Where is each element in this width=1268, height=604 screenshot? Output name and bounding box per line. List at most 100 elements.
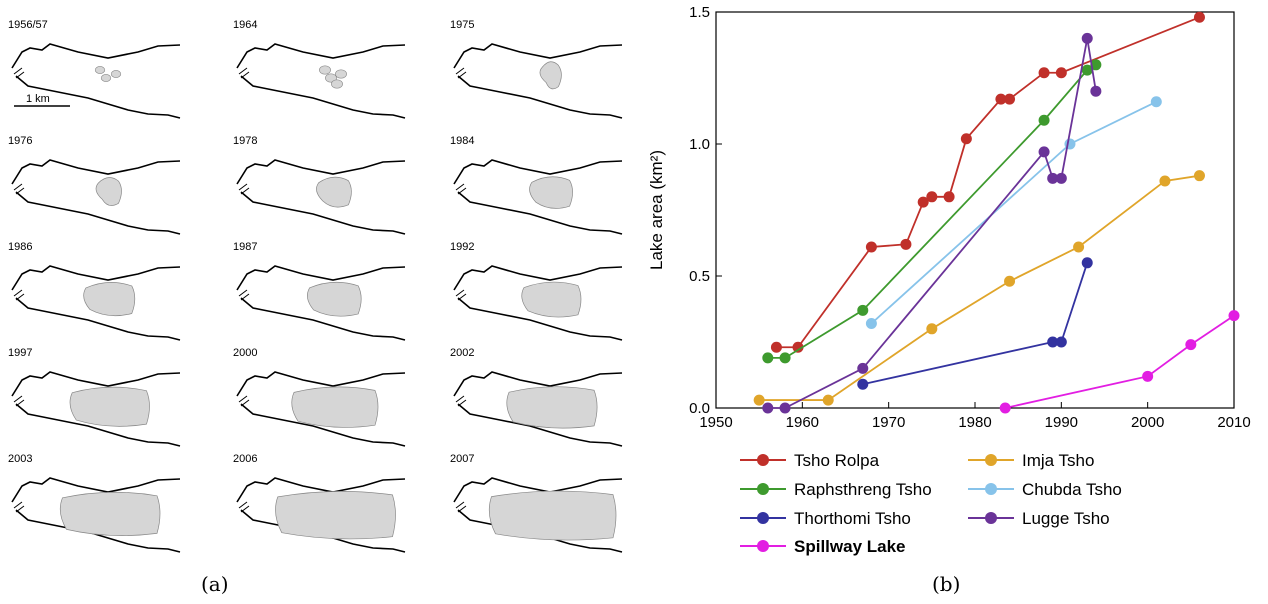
series-line xyxy=(1005,314,1235,409)
valley-south-edge xyxy=(15,403,181,447)
x-tick-label: 2000 xyxy=(1131,414,1164,431)
data-point xyxy=(926,323,938,335)
terminus-marks xyxy=(238,183,250,195)
map-year-label: 1986 xyxy=(8,241,32,253)
legend-entry: Spillway Lake xyxy=(740,537,906,556)
data-point xyxy=(1038,114,1050,126)
map-year-label: 2003 xyxy=(8,453,32,465)
terminus-marks xyxy=(455,67,467,79)
map-year-label: 1997 xyxy=(8,347,32,359)
data-point xyxy=(1142,370,1154,382)
data-point xyxy=(753,394,765,406)
data-point xyxy=(1090,85,1102,97)
data-point xyxy=(1004,93,1016,105)
data-point xyxy=(900,238,912,250)
map-year-label: 1987 xyxy=(233,241,257,253)
glacier-lake-maps-panel: 1956/57 1 km 1964 1975 1976 1978 1984 1986 1987 1… xyxy=(8,19,623,553)
data-point xyxy=(1055,172,1067,184)
series-line xyxy=(759,174,1200,401)
lake-map: 1987 xyxy=(233,241,406,341)
lake-map: 1978 xyxy=(233,135,406,235)
data-point xyxy=(1047,172,1059,184)
data-point xyxy=(1193,170,1205,182)
legend-label: Chubda Tsho xyxy=(1022,480,1122,499)
valley-north-edge xyxy=(236,159,406,185)
legend-entry: Thorthomi Tsho xyxy=(740,509,911,528)
map-year-label: 1992 xyxy=(450,241,474,253)
lake-pond xyxy=(100,74,112,82)
data-point xyxy=(1081,257,1093,269)
data-point xyxy=(762,352,774,364)
valley-south-edge xyxy=(15,509,181,553)
legend-marker xyxy=(757,540,769,552)
lake-map: 1986 xyxy=(8,241,181,341)
valley-south-edge xyxy=(15,75,181,119)
series-line xyxy=(870,100,1157,325)
lake-extent xyxy=(95,177,122,206)
series-spillway-lake xyxy=(999,310,1240,414)
map-year-label: 2000 xyxy=(233,347,257,359)
series-raphsthreng-tsho xyxy=(762,59,1102,364)
lake-extent xyxy=(529,176,573,209)
lake-extent xyxy=(521,281,582,318)
data-point xyxy=(1055,336,1067,348)
x-tick-label: 1980 xyxy=(958,414,991,431)
terminus-marks xyxy=(455,183,467,195)
series-lugge-tsho xyxy=(762,32,1102,414)
lake-map: 1976 xyxy=(8,135,181,235)
data-point xyxy=(1150,96,1162,108)
y-tick-label: 1.5 xyxy=(689,4,710,21)
lake-map: 2007 xyxy=(450,453,623,553)
data-point xyxy=(1047,336,1059,348)
legend-marker xyxy=(985,512,997,524)
valley-north-edge xyxy=(11,43,181,69)
map-year-label: 1976 xyxy=(8,135,32,147)
data-point xyxy=(822,394,834,406)
terminus-marks xyxy=(455,395,467,407)
terminus-marks xyxy=(238,67,250,79)
data-point xyxy=(1038,146,1050,158)
legend-label: Lugge Tsho xyxy=(1022,509,1110,528)
data-point xyxy=(1073,241,1085,253)
data-point xyxy=(1004,275,1016,287)
legend-label: Tsho Rolpa xyxy=(794,451,880,470)
lake-map: 1975 xyxy=(450,19,623,119)
lake-pond xyxy=(331,79,343,89)
valley-south-edge xyxy=(15,191,181,235)
terminus-marks xyxy=(13,183,25,195)
data-point xyxy=(857,362,869,374)
legend-entry: Raphsthreng Tsho xyxy=(740,480,932,499)
data-point xyxy=(779,402,791,414)
data-point xyxy=(917,196,929,208)
legend-entry: Lugge Tsho xyxy=(968,509,1110,528)
x-tick-label: 1970 xyxy=(872,414,905,431)
valley-south-edge xyxy=(240,297,406,341)
lake-pond xyxy=(319,65,331,75)
lake-pond xyxy=(335,69,347,79)
lake-map: 1992 xyxy=(450,241,623,341)
series-line xyxy=(767,38,1097,409)
valley-north-edge xyxy=(453,371,623,397)
valley-north-edge xyxy=(11,159,181,185)
data-point xyxy=(857,378,869,390)
map-year-label: 1964 xyxy=(233,19,257,31)
terminus-marks xyxy=(13,395,25,407)
series-tsho-rolpa xyxy=(770,11,1205,353)
x-tick-label: 1990 xyxy=(1045,414,1078,431)
lake-map: 2006 xyxy=(233,453,406,553)
y-tick-label: 0.5 xyxy=(689,268,710,285)
lake-pond xyxy=(94,66,106,74)
terminus-marks xyxy=(455,501,467,513)
panel-a-caption: (a) xyxy=(201,572,229,596)
map-year-label: 1978 xyxy=(233,135,257,147)
data-point xyxy=(792,341,804,353)
lake-extent xyxy=(506,386,598,429)
valley-north-edge xyxy=(453,265,623,291)
map-year-label: 1984 xyxy=(450,135,474,147)
lake-map: 1964 xyxy=(233,19,406,119)
series-line xyxy=(767,64,1097,359)
legend-entry: Chubda Tsho xyxy=(968,480,1122,499)
map-year-label: 2006 xyxy=(233,453,257,465)
valley-north-edge xyxy=(236,43,406,69)
